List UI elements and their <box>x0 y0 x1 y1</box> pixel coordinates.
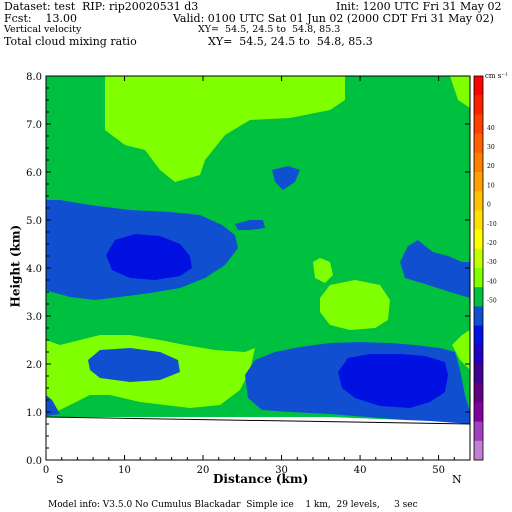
terrain-line <box>46 416 470 425</box>
init-time: Init: 1200 UTC Fri 31 May 02 <box>336 0 502 13</box>
colorbar-unit: cm s⁻¹ <box>485 72 508 80</box>
colorbar-label: 30 <box>487 144 495 151</box>
colorbar-swatch <box>474 191 483 211</box>
x-tick-label: 30 <box>275 465 288 476</box>
colorbar-swatch <box>474 152 483 173</box>
x-tick-label: 0 <box>43 465 49 476</box>
x-tick-label: 10 <box>118 465 131 476</box>
forecast-line: Fcst: 13.00 <box>4 12 78 25</box>
colorbar-swatch <box>474 440 483 461</box>
y-tick-label: 1.0 <box>26 408 42 419</box>
y-tick-label: 4.0 <box>26 264 42 275</box>
x-axis-label: Distance (km) <box>213 472 309 486</box>
y-axis: 0.0 1.0 2.0 3.0 4.0 5.0 6.0 7.0 8.0 <box>26 72 470 467</box>
colorbar-swatch <box>474 133 483 154</box>
region-edge-negative <box>46 395 60 416</box>
terrain <box>46 417 470 460</box>
region-small-positive <box>313 258 333 283</box>
region-core-upper <box>106 234 192 280</box>
field-name-1: Vertical velocity <box>4 24 82 35</box>
region-mid-positive <box>320 280 390 330</box>
y-tick-label: 8.0 <box>26 72 42 83</box>
colorbar-label: -20 <box>487 240 497 247</box>
colorbar-label: 20 <box>487 163 495 170</box>
y-axis-label: Height (km) <box>8 224 23 308</box>
region-right-negative <box>400 240 470 298</box>
colorbar-swatch <box>474 95 483 115</box>
colorbar-swatch <box>474 114 483 135</box>
colorbar-swatch <box>474 306 483 327</box>
x-tick-label: 50 <box>432 465 445 476</box>
colorbar-swatch <box>474 210 483 231</box>
region-small-negative-a <box>235 220 265 230</box>
region-right-positive <box>452 330 470 370</box>
colorbar-swatch <box>474 383 483 403</box>
colorbar-label: -50 <box>487 298 497 305</box>
region-core-lower <box>338 354 448 408</box>
colorbar-label: -10 <box>487 221 497 228</box>
x-end-label-right: N <box>452 473 462 486</box>
colorbar-frame <box>473 75 484 461</box>
contour-field <box>46 76 470 460</box>
valid-time: Valid: 0100 UTC Sat 01 Jun 02 (2000 CDT … <box>173 12 494 25</box>
y-tick-label: 2.0 <box>26 360 42 371</box>
region-topright-positive <box>450 76 470 108</box>
y-tick-label: 6.0 <box>26 168 42 179</box>
colorbar-swatch <box>474 287 483 307</box>
colorbar: 40 30 20 10 0 -10 -20 -30 -40 -50 <box>473 75 497 461</box>
y-tick-label: 7.0 <box>26 120 42 131</box>
y-tick-label: 5.0 <box>26 216 42 227</box>
region-upper-positive <box>105 76 345 182</box>
region-left-negative <box>88 348 180 382</box>
dataset-line: Dataset: test RIP: rip20020531 d3 <box>4 0 199 13</box>
colorbar-swatch <box>474 248 483 269</box>
colorbar-swatch <box>474 229 483 250</box>
colorbar-label: -30 <box>487 259 497 266</box>
field-xy-1: XY= 54.5, 24.5 to 54.8, 85.3 <box>198 24 341 35</box>
y-tick-label: 3.0 <box>26 312 42 323</box>
colorbar-swatch <box>474 76 483 96</box>
colorbar-swatch <box>474 402 483 423</box>
y-tick-label: 0.0 <box>26 456 42 467</box>
colorbar-label: 10 <box>487 182 495 189</box>
model-info: Model info: V3.5.0 No Cumulus Blackadar … <box>48 500 418 510</box>
region-small-negative-b <box>272 166 300 190</box>
x-tick-label: 40 <box>354 465 367 476</box>
x-end-label-left: S <box>56 473 64 486</box>
colorbar-swatch <box>474 268 483 288</box>
colorbar-swatch <box>474 172 483 192</box>
colorbar-label: 40 <box>487 125 495 132</box>
colorbar-swatch <box>474 344 483 365</box>
colorbar-swatch <box>474 364 483 384</box>
colorbar-label: -40 <box>487 278 497 285</box>
colorbar-label: 0 <box>487 202 491 209</box>
colorbar-swatch <box>474 421 483 442</box>
field-name-2: Total cloud mixing ratio <box>4 35 137 48</box>
colorbar-swatch <box>474 325 483 346</box>
x-axis: 0 10 20 30 40 50 <box>43 76 455 476</box>
field-xy-2: XY= 54.5, 24.5 to 54.8, 85.3 <box>208 35 373 48</box>
x-tick-label: 20 <box>197 465 210 476</box>
